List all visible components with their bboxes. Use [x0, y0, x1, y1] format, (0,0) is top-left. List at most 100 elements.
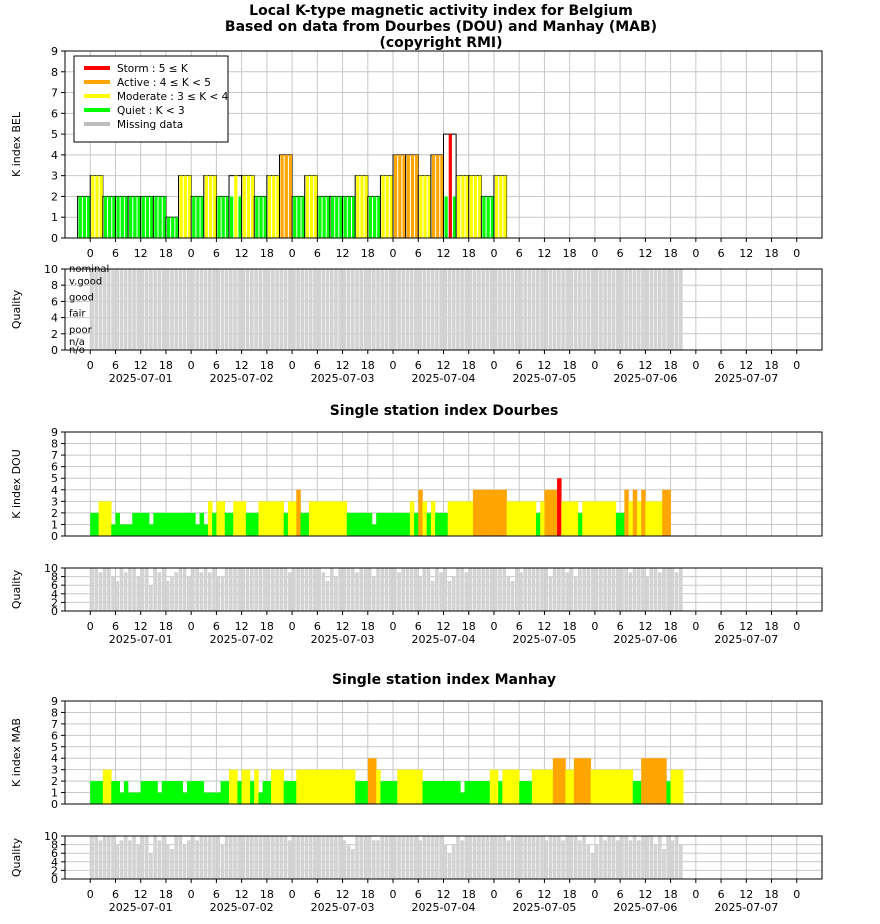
bel-quality-quality-bar: [569, 269, 574, 350]
bel-quality-quality-bar: [447, 269, 452, 350]
mab-quality-quality-bar: [90, 836, 94, 879]
dou-bar: [334, 501, 339, 536]
dou-quality-quality-bar: [325, 580, 330, 611]
bel-quality-quality-bar: [536, 269, 540, 350]
mab-bar: [527, 781, 533, 804]
mab-bar: [636, 781, 642, 804]
dou-quality-quality-bar: [582, 568, 586, 611]
dou-bar: [636, 501, 642, 536]
bel-quality-quality-bar: [220, 269, 225, 350]
dou-quality-ytick-label: 10: [44, 562, 58, 575]
mab-quality-quality-bar: [569, 836, 574, 879]
dou-bar: [485, 489, 491, 536]
dou-quality-quality-bar: [523, 568, 528, 611]
bel-bar: [242, 175, 246, 238]
dou-bar: [195, 524, 200, 536]
dou-quality-hour-label: 6: [112, 620, 119, 633]
dou-bar: [649, 501, 655, 536]
dou-bar: [191, 512, 196, 536]
bel-quality-quality-bar: [140, 269, 145, 350]
bel-quality-quality-bar: [258, 269, 263, 350]
dou-quality-quality-bar: [397, 572, 401, 611]
bel-bar: [192, 196, 196, 238]
bel-bar: [494, 175, 499, 238]
bel-quality-quality-bar: [115, 269, 120, 350]
bel-quality-hour-label: 12: [235, 359, 249, 372]
mab-bar: [119, 792, 125, 804]
dou-quality-quality-bar: [115, 580, 120, 611]
mab-quality-quality-bar: [165, 844, 170, 879]
dou-quality-hour-label: 0: [692, 620, 699, 633]
mab-quality-quality-bar: [107, 836, 111, 879]
mab-ytick-label: 2: [51, 775, 58, 788]
mab-bar: [329, 769, 335, 804]
bel-quality-quality-bar: [464, 269, 469, 350]
bel-quality-quality-bar: [338, 269, 342, 350]
mab-quality-date-label: 2025-07-05: [512, 901, 576, 914]
quality-level-label: n/a: [69, 337, 85, 348]
dou-bar: [430, 501, 436, 536]
dou-bar: [620, 512, 625, 536]
bel-hour-label: 0: [390, 247, 397, 260]
dou-bar: [456, 501, 461, 536]
mab-quality-quality-bar: [174, 836, 178, 879]
dou-quality-date-label: 2025-07-04: [412, 633, 476, 646]
bel-quality-hour-label: 0: [188, 359, 195, 372]
bel-bar: [473, 175, 478, 238]
mab-ytick-label: 9: [51, 695, 58, 708]
bel-ytick-label: 0: [51, 232, 58, 245]
bel-quality-hour-label: 6: [516, 359, 523, 372]
mab-bar: [132, 792, 137, 804]
mab-bar: [380, 781, 385, 804]
dou-quality-quality-bar: [220, 576, 225, 611]
dou-ylabel: K index DOU: [10, 449, 23, 518]
dou-bar: [384, 512, 390, 536]
mab-quality-hour-label: 18: [563, 888, 577, 901]
dou-quality-quality-bar: [216, 576, 221, 611]
mab-bar: [279, 769, 284, 804]
mab-bar: [557, 758, 562, 804]
legend-label: Missing data: [117, 119, 183, 131]
dou-quality-quality-bar: [271, 568, 275, 611]
bel-quality-quality-bar: [90, 269, 94, 350]
mab-bar: [266, 781, 272, 804]
bel-bar: [457, 175, 461, 238]
dou-quality-quality-bar: [292, 568, 296, 611]
bel-quality-quality-bar: [245, 269, 250, 350]
mab-bar: [292, 781, 297, 804]
bel-bar: [208, 175, 213, 238]
legend-label: Quiet : K < 3: [117, 105, 185, 117]
bel-quality-hour-label: 18: [664, 359, 678, 372]
bel-quality-quality-bar: [620, 269, 624, 350]
dou-quality-hour-label: 12: [134, 620, 148, 633]
dou-bar: [292, 501, 297, 536]
dou-bar: [346, 512, 352, 536]
dou-quality-quality-bar: [489, 568, 494, 611]
mab-quality-quality-bar: [216, 836, 221, 879]
bel-quality-quality-bar: [615, 269, 620, 350]
dou-quality-quality-bar: [531, 568, 536, 611]
bel-quality-hour-label: 6: [617, 359, 624, 372]
bel-quality-quality-bar: [321, 269, 326, 350]
mab-bar: [308, 769, 314, 804]
bel-quality-quality-bar: [628, 269, 633, 350]
bel-bar: [246, 175, 251, 238]
mab-quality-quality-bar: [523, 836, 528, 879]
dou-bar: [565, 501, 570, 536]
bel-bar: [389, 175, 394, 238]
mab-quality-hour-label: 12: [739, 888, 753, 901]
mab-bar: [405, 769, 411, 804]
bel-quality-quality-bar: [111, 269, 115, 350]
mab-quality-quality-bar: [401, 836, 406, 879]
mab-quality-quality-bar: [94, 836, 99, 879]
mab-ylabel: K index MAB: [10, 718, 23, 787]
bel-quality-quality-bar: [527, 269, 532, 350]
bel-quality-quality-bar: [397, 269, 401, 350]
mab-quality-hour-label: 18: [361, 888, 375, 901]
bel-ytick-label: 3: [51, 170, 58, 183]
dou-bar: [628, 501, 634, 536]
bel-quality-quality-bar: [624, 269, 628, 350]
dou-quality-quality-bar: [355, 572, 359, 611]
quality-level-label: fair: [69, 309, 86, 320]
mab-quality-hour-label: 12: [537, 888, 551, 901]
